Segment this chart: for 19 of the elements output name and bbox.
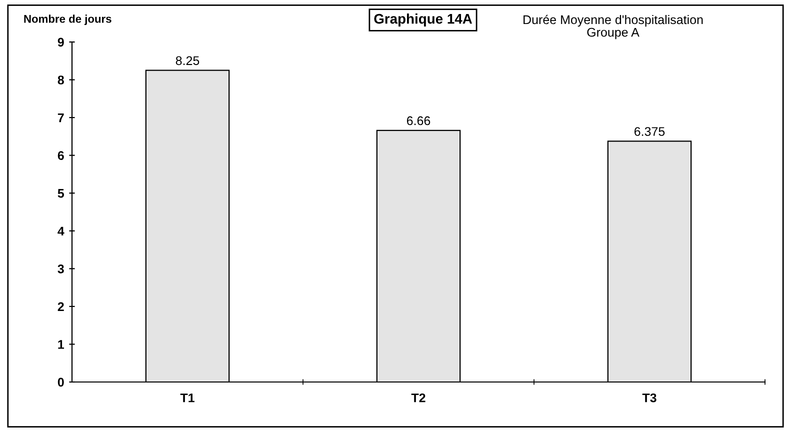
x-tick-label: T3	[642, 393, 656, 402]
chart-subtitle: Durée Moyenne d'hospitalisation Groupe A	[524, 14, 703, 40]
y-tick-label: 0	[58, 378, 64, 387]
y-tick-label: 5	[58, 189, 64, 198]
data-label: 6.375	[634, 127, 665, 136]
data-label: 8.25	[176, 56, 200, 66]
y-tick-label: 3	[58, 264, 64, 274]
y-tick-label: 9	[58, 38, 64, 47]
y-tick-label: 1	[58, 340, 64, 349]
chart-title: Graphique 14A	[374, 14, 472, 26]
y-tick-label: 6	[58, 151, 64, 160]
data-label: 6.66	[406, 116, 430, 126]
y-tick-label: 8	[58, 76, 64, 84]
x-tick-label: T1	[180, 394, 194, 402]
y-tick-label: 7	[58, 113, 64, 122]
y-axis-title: Nombre de jours	[24, 14, 112, 25]
y-tick-label: 2	[58, 302, 64, 311]
y-tick-label: 4	[58, 226, 64, 236]
x-tick-label: T2	[411, 393, 426, 402]
